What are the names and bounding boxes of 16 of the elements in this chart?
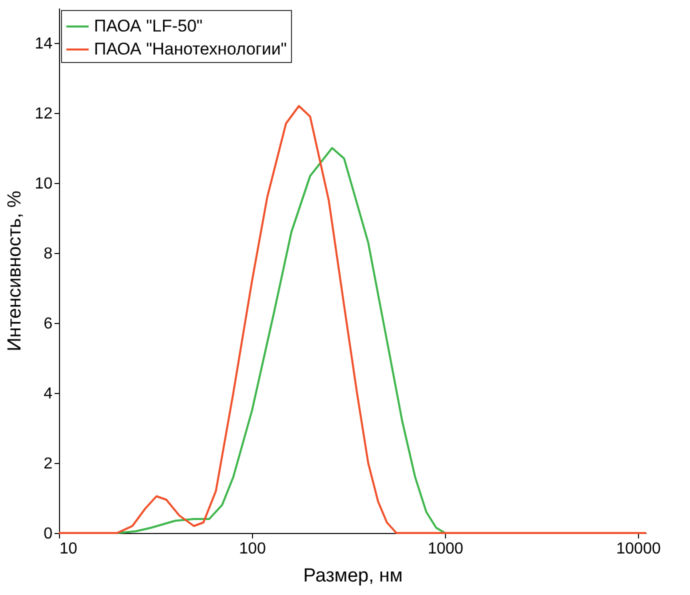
y-tick-label: 0 [44,526,53,542]
y-tick-label: 10 [34,176,53,192]
y-tick-label: 2 [44,456,53,472]
legend-label: ПАОА "LF-50" [94,16,203,36]
y-axis-title: Интенсивность, % [4,190,26,352]
y-tick-label: 12 [34,106,53,122]
x-tick-label: 1000 [428,540,464,558]
y-tick-label: 4 [44,386,53,402]
legend-label: ПАОА "Нанотехнологии" [94,40,287,58]
y-tick-label: 8 [44,246,53,262]
y-tick-label: 14 [34,36,53,52]
x-tick-label: 100 [239,540,266,558]
x-tick-label: 10 [60,540,78,558]
x-axis-title: Размер, нм [303,566,403,586]
y-tick-label: 6 [44,316,53,332]
x-tick-label: 10000 [616,540,661,558]
